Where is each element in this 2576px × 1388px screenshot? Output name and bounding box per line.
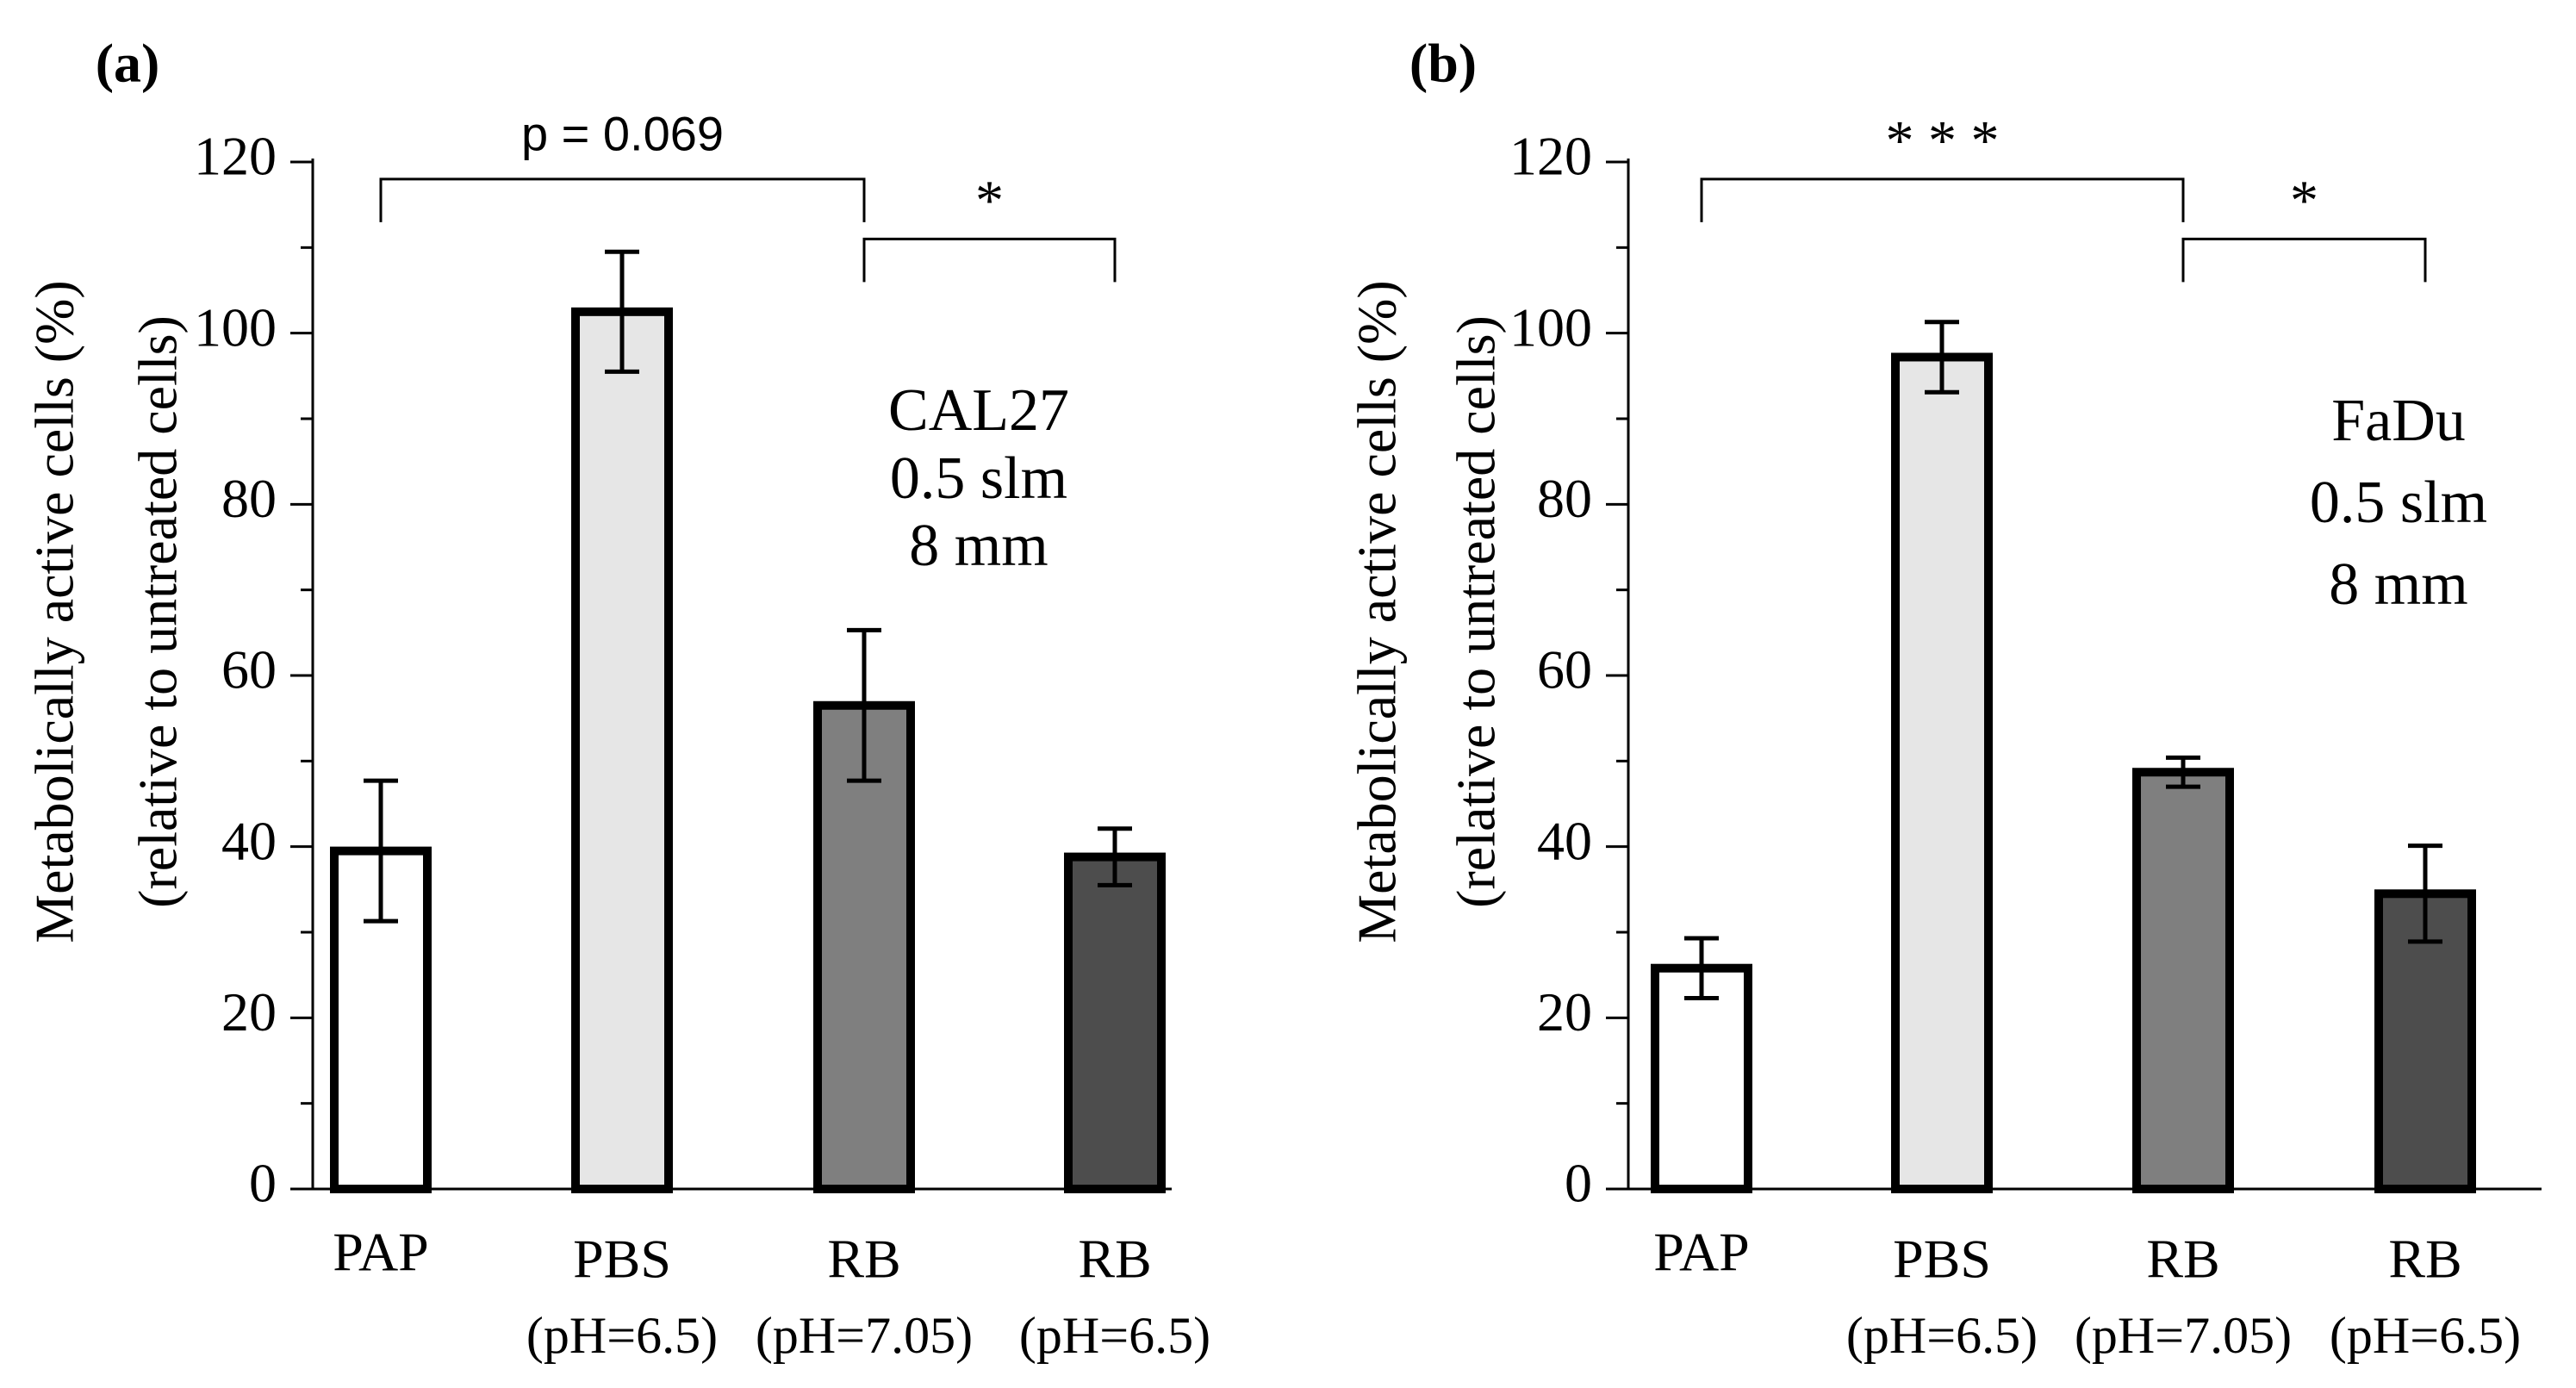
bar — [2132, 768, 2234, 1193]
y-tick-label: 120 — [194, 126, 277, 187]
y-tick-label: 40 — [1537, 810, 1592, 871]
significance-bracket — [862, 237, 1117, 283]
x-tick-sublabel: (pH=6.5) — [1019, 1307, 1210, 1364]
bar — [813, 700, 915, 1193]
x-tick-label: RB — [1078, 1229, 1151, 1290]
x-tick-label: PAP — [333, 1222, 429, 1283]
significance-bracket — [1700, 177, 2185, 222]
y-tick-label: 20 — [1537, 981, 1592, 1043]
bar — [1891, 352, 1993, 1194]
significance-bracket — [2181, 237, 2427, 283]
x-tick-sublabel: (pH=7.05) — [2075, 1307, 2292, 1364]
x-tick-label: RB — [2388, 1229, 2461, 1290]
y-tick-label: 80 — [1537, 468, 1592, 529]
annotation-text: 0.5 slm — [890, 445, 1067, 512]
annotation-text: 8 mm — [909, 513, 1048, 579]
bar — [571, 307, 673, 1194]
y-tick-label: 60 — [221, 639, 277, 700]
y-tick-label: 120 — [1509, 126, 1592, 187]
y-tick-label: 0 — [1565, 1153, 1592, 1214]
significance-label: * — [2290, 170, 2318, 233]
panel-a: (a) 0 20 40 60 80 100 120 Metabolically active c… — [24, 33, 1210, 1364]
x-tick-label: PBS — [1893, 1229, 1991, 1290]
y-tick-label: 0 — [249, 1153, 277, 1214]
y-axis-label-secondary: (relative to untreated cells) — [128, 315, 189, 908]
x-tick-label: PBS — [573, 1229, 671, 1290]
x-tick-label: PAP — [1653, 1222, 1750, 1283]
y-tick-label: 100 — [194, 296, 277, 358]
annotation-text: FaDu — [2331, 388, 2466, 454]
significance-bracket — [379, 177, 866, 222]
y-axis-label: Metabolically active cells (%) — [24, 280, 85, 943]
panel-label: (a) — [96, 33, 160, 94]
significance-label: p = 0.069 — [521, 107, 724, 161]
x-tick-sublabel: (pH=6.5) — [2330, 1307, 2521, 1364]
y-axis-label-secondary: (relative to untreated cells) — [1446, 315, 1507, 908]
x-tick-sublabel: (pH=7.05) — [756, 1307, 973, 1364]
y-tick-label: 20 — [221, 981, 277, 1043]
bar — [1064, 852, 1166, 1193]
significance-label: * * * — [1886, 109, 2000, 172]
x-tick-label: RB — [827, 1229, 900, 1290]
panel-b: (b) 0 20 40 60 80 100 120 Metabolically active c… — [1347, 33, 2542, 1364]
y-tick-label: 100 — [1509, 296, 1592, 358]
panel-label: (b) — [1409, 33, 1477, 94]
y-tick-label: 40 — [221, 810, 277, 871]
y-tick-label: 80 — [221, 468, 277, 529]
x-tick-sublabel: (pH=6.5) — [526, 1307, 718, 1364]
y-tick-label: 60 — [1537, 639, 1592, 700]
annotation-text: 8 mm — [2329, 551, 2467, 618]
bar — [1651, 963, 1752, 1193]
annotation-text: CAL27 — [888, 377, 1069, 444]
x-tick-label: RB — [2146, 1229, 2219, 1290]
x-tick-sublabel: (pH=6.5) — [1846, 1307, 2038, 1364]
significance-label: * — [975, 170, 1004, 233]
annotation-text: 0.5 slm — [2310, 470, 2487, 536]
y-axis-label: Metabolically active cells (%) — [1347, 280, 1408, 943]
